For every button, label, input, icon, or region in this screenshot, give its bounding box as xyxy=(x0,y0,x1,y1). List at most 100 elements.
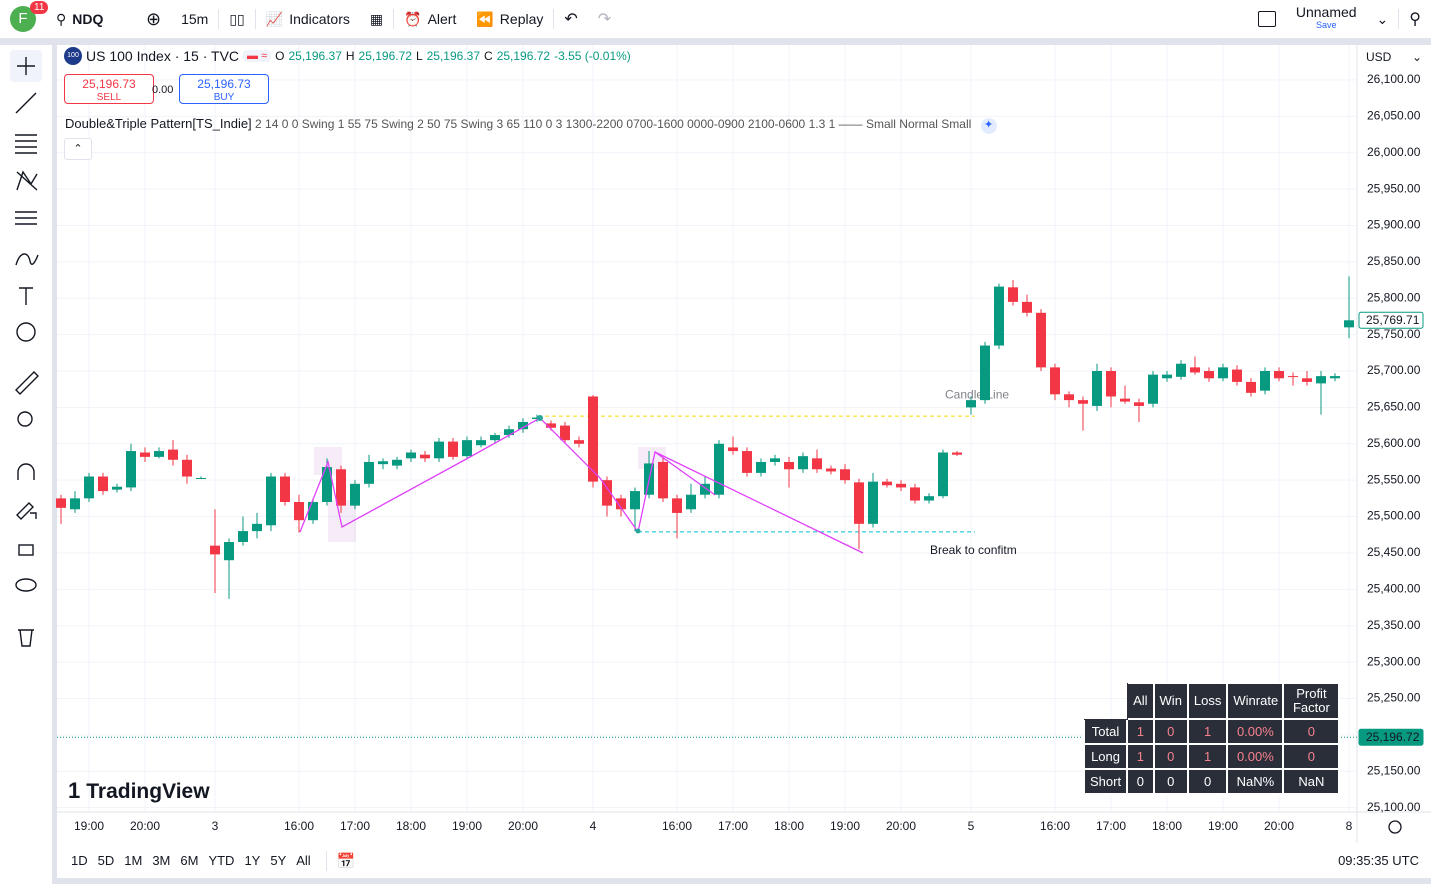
drawing-toolbar xyxy=(0,45,52,884)
y-tick-label: 25,250.00 xyxy=(1367,691,1421,705)
candle-body xyxy=(1246,381,1256,393)
table-row: Total 1 0 1 0.00% 0 xyxy=(1082,718,1341,745)
currency-selector[interactable]: USD ⌄ xyxy=(1366,50,1422,64)
measure-tool[interactable] xyxy=(15,371,39,395)
indicators[interactable]: 📈 Indicators xyxy=(265,10,350,28)
symbol-badge: 100 xyxy=(64,47,82,65)
axes: 25,100.0025,150.0025,200.0025,250.0025,3… xyxy=(57,72,1424,833)
x-tick-label: 20:00 xyxy=(508,819,538,833)
collapse-legend[interactable]: ⌃ xyxy=(64,138,92,160)
buy-button[interactable]: 25,196.73 BUY xyxy=(179,74,269,104)
range-button[interactable]: 1Y xyxy=(244,853,261,868)
replay[interactable]: ⏪ Replay xyxy=(476,10,544,28)
settings-icon[interactable] xyxy=(1388,820,1402,834)
indicators-label: Indicators xyxy=(289,11,350,27)
forecast-tool[interactable] xyxy=(15,211,37,225)
open-value: 25,196.37 xyxy=(288,49,342,63)
pivot-dot xyxy=(635,528,641,534)
indicator-ai-icon[interactable]: ✦ xyxy=(980,118,997,134)
lock-tool[interactable] xyxy=(18,544,34,556)
table-cell: NaN xyxy=(1282,768,1341,795)
candle-body xyxy=(574,440,584,444)
indicator-params: 2 14 0 0 Swing 1 55 75 Swing 2 50 75 Swi… xyxy=(255,117,836,131)
fib-tool[interactable] xyxy=(15,134,37,154)
candle-body xyxy=(1232,369,1242,382)
candle-body xyxy=(728,447,738,452)
layout-name[interactable]: Unnamed Save xyxy=(1286,0,1367,38)
candle-body xyxy=(924,496,934,501)
x-tick-label: 16:00 xyxy=(284,819,314,833)
low-label: L xyxy=(415,49,423,63)
candle-body xyxy=(938,452,948,497)
avatar[interactable]: F 11 xyxy=(0,0,49,38)
table-cell: 0 xyxy=(1152,718,1189,745)
undo[interactable]: ↶ xyxy=(564,11,578,28)
header-cell: All xyxy=(1126,682,1155,720)
candle-body xyxy=(896,483,906,488)
magnet-tool[interactable] xyxy=(17,463,35,480)
zoom-tool[interactable] xyxy=(17,411,33,427)
quick-search[interactable]: ⚲ xyxy=(1409,11,1421,28)
open-label: O xyxy=(275,49,285,63)
candle-body xyxy=(1092,371,1102,406)
alert-label: Alert xyxy=(427,11,457,27)
candle-body xyxy=(602,480,612,506)
low-value: 25,196.37 xyxy=(426,49,481,63)
chart-type[interactable]: ▯▯ xyxy=(229,10,245,27)
stay-drawing-tool[interactable] xyxy=(16,502,37,520)
compare[interactable]: ⊕ xyxy=(146,8,162,29)
table-header-row: All Win Loss Winrate Profit Factor xyxy=(1084,682,1341,720)
drawing-tools xyxy=(10,50,42,647)
indicator-legend: Double&Triple Pattern[TS_Indie] 2 14 0 0… xyxy=(65,116,997,134)
table-cell: 0 xyxy=(1282,718,1341,745)
redo[interactable]: ↷ xyxy=(597,11,612,28)
range-button[interactable]: 3M xyxy=(152,853,171,868)
watermark: 1 TradingView xyxy=(68,778,210,803)
candle-body xyxy=(868,481,878,524)
pattern-tool[interactable] xyxy=(16,170,38,191)
y-tick-label: 25,400.00 xyxy=(1367,581,1421,595)
layout-menu[interactable]: ⌄ xyxy=(1376,10,1389,27)
save-label: Save xyxy=(1315,20,1337,30)
range-button[interactable]: 6M xyxy=(180,853,199,868)
fullscreen[interactable] xyxy=(1248,0,1286,38)
x-tick-label: 18:00 xyxy=(396,819,426,833)
range-button[interactable]: 1D xyxy=(71,853,88,868)
range-button[interactable]: 5Y xyxy=(270,853,287,868)
header-blank xyxy=(1084,683,1127,719)
table-row: Long 1 0 1 0.00% 0 xyxy=(1082,743,1341,770)
watermark-text: TradingView xyxy=(86,780,210,803)
text-tool[interactable] xyxy=(19,287,33,305)
candle-body xyxy=(196,477,206,479)
delete-tool[interactable] xyxy=(18,629,34,647)
goto-date[interactable]: 📅 xyxy=(336,852,356,870)
candle-body xyxy=(560,425,570,441)
table-cell: 0.00% xyxy=(1226,743,1285,770)
brush-tool[interactable] xyxy=(15,253,39,266)
range-button[interactable]: YTD xyxy=(208,853,235,868)
y-tick-label: 26,050.00 xyxy=(1367,108,1421,122)
sell-button[interactable]: 25,196.73 SELL xyxy=(64,74,154,104)
range-button[interactable]: All xyxy=(296,853,311,868)
y-tick-label: 26,100.00 xyxy=(1367,72,1421,86)
range-button[interactable]: 5D xyxy=(97,853,115,868)
interval[interactable]: 15m xyxy=(181,11,209,27)
candle-body xyxy=(210,545,220,555)
crosshair-tool[interactable] xyxy=(17,57,35,75)
table-cell: 0.00% xyxy=(1226,718,1285,745)
alert[interactable]: ⏰ Alert xyxy=(404,10,457,28)
candle-body xyxy=(1050,367,1060,395)
candle-body xyxy=(364,461,374,484)
symbol-search[interactable]: ⚲ NDQ xyxy=(56,10,104,28)
candle-body xyxy=(1330,376,1340,379)
trendline-tool[interactable] xyxy=(15,92,37,114)
hide-tool[interactable] xyxy=(15,578,37,592)
candle-body xyxy=(56,498,66,508)
templates[interactable]: ▦ xyxy=(369,10,384,27)
candle-body xyxy=(812,458,822,470)
y-tick-label: 25,750.00 xyxy=(1367,327,1421,341)
emoji-tool[interactable] xyxy=(16,322,36,342)
range-button[interactable]: 1M xyxy=(124,853,143,868)
candle-body xyxy=(1190,367,1200,373)
spread: 0.00 xyxy=(152,84,174,96)
